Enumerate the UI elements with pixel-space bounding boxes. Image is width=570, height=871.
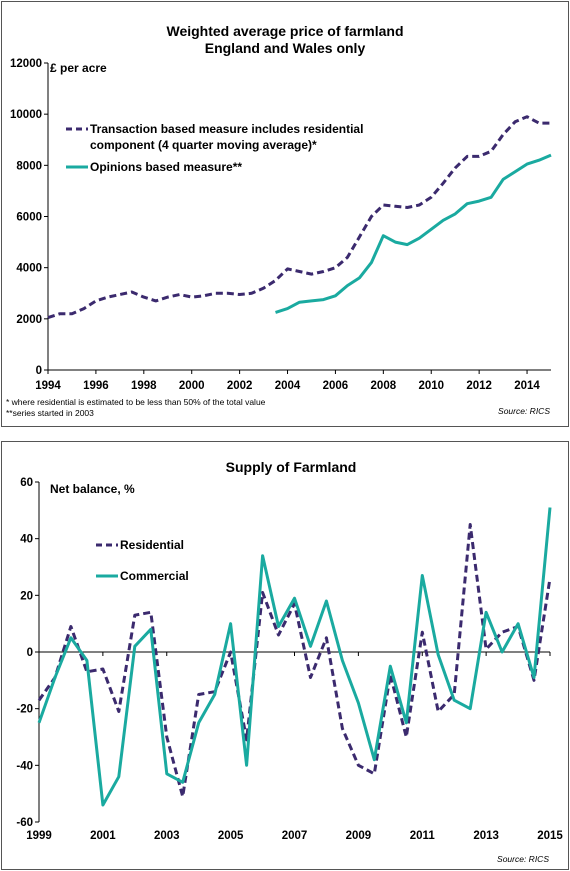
x-tick-label: 1994 (35, 380, 61, 392)
y-tick-label: -20 (16, 704, 33, 716)
legend-label-commercial: Commercial (120, 569, 189, 583)
footnote-series-start: **series started in 2003 (6, 408, 94, 418)
x-tick-label: 2015 (537, 830, 563, 842)
x-tick-label: 2014 (514, 380, 540, 392)
x-tick-label: 1998 (131, 380, 157, 392)
series-line-dashed-0 (37, 523, 552, 798)
x-tick-label: 2009 (346, 830, 372, 842)
legend-label-opinions: Opinions based measure** (90, 160, 242, 174)
x-tick-label: 2011 (410, 830, 436, 842)
x-tick-label: 2006 (323, 380, 349, 392)
x-tick-label: 2012 (466, 380, 492, 392)
y-axis-label: Net balance, % (50, 482, 135, 496)
x-tick-label: 2010 (418, 380, 444, 392)
x-tick-label: 2003 (154, 830, 180, 842)
x-tick-label: 2008 (371, 380, 397, 392)
x-tick-label: 1999 (26, 830, 52, 842)
x-tick-label: 2004 (275, 380, 301, 392)
legend-label-residential: Residential (120, 538, 184, 552)
series-line-solid-1 (37, 507, 552, 807)
source-label: Source: RICS (498, 406, 550, 416)
y-tick-label: -40 (16, 760, 33, 772)
farmland-price-chart: Weighted average price of farmland Engla… (6, 23, 552, 418)
x-tick-label: 1996 (83, 380, 109, 392)
series-line-solid-1 (275, 153, 552, 314)
footnote-residential: * where residential is estimated to be l… (6, 397, 266, 407)
chart-subtitle: England and Wales only (205, 40, 366, 56)
farmland-supply-panel: Supply of Farmland Net balance, % -60 -40… (1, 441, 569, 870)
y-tick-label: 4000 (16, 263, 42, 275)
chart-title: Supply of Farmland (226, 459, 357, 475)
y-tick-label: 20 (20, 590, 33, 602)
y-axis-label: £ per acre (50, 61, 107, 75)
y-tick-label: 0 (36, 365, 42, 377)
y-tick-label: 12000 (10, 58, 42, 70)
source-label: Source: RICS (497, 854, 549, 864)
y-tick-label: -60 (16, 817, 33, 829)
y-tick-label: 10000 (10, 109, 42, 121)
series-line-dashed-0 (47, 115, 551, 320)
y-tick-label: 0 (27, 647, 33, 659)
x-tick-label: 2000 (179, 380, 205, 392)
legend-label-transaction-2: component (4 quarter moving average)* (90, 138, 317, 152)
farmland-supply-chart: Supply of Farmland Net balance, % -60 -40… (16, 459, 563, 864)
x-tick-label: 2005 (218, 830, 244, 842)
y-tick-label: 2000 (16, 314, 42, 326)
x-tick-label: 2002 (227, 380, 253, 392)
y-tick-label: 60 (20, 477, 33, 489)
chart-title: Weighted average price of farmland (166, 23, 403, 39)
y-tick-label: 8000 (16, 160, 42, 172)
x-tick-label: 2007 (282, 830, 308, 842)
y-tick-label: 6000 (16, 212, 42, 224)
x-tick-label: 2013 (473, 830, 499, 842)
y-tick-label: 40 (20, 534, 33, 546)
farmland-price-panel: Weighted average price of farmland Engla… (1, 1, 569, 427)
legend-label-transaction-1: Transaction based measure includes resid… (90, 122, 363, 136)
x-tick-label: 2001 (90, 830, 116, 842)
